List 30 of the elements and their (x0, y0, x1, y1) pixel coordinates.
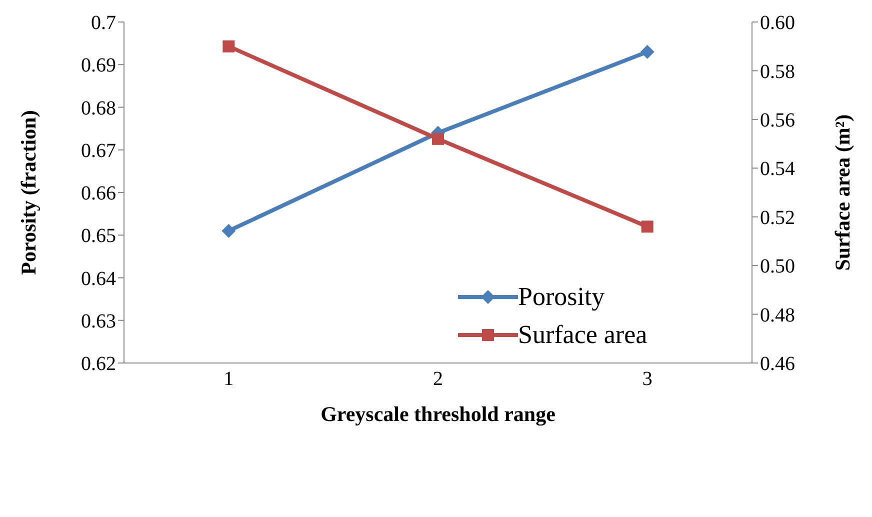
y-axis-title: Porosity (fraction) (16, 110, 40, 275)
x-tick-label: 3 (642, 368, 652, 390)
point (641, 220, 654, 233)
y2-tick-label: 0.60 (760, 12, 795, 34)
y-tick-label: 0.63 (81, 310, 116, 332)
point (640, 44, 654, 59)
point (222, 224, 236, 238)
x-tick-label: 2 (433, 368, 443, 390)
point (432, 132, 444, 145)
point (222, 40, 235, 52)
y2-tick-label: 0.52 (760, 206, 795, 229)
y-tick-label: 0.69 (81, 54, 116, 77)
y2-tick-label: 0.56 (760, 110, 795, 132)
x-tick-label: 1 (224, 368, 234, 390)
y-tick-label: 0.68 (81, 97, 116, 120)
y2-tick-label: 0.46 (760, 353, 795, 376)
x-axis-title: Greyscale threshold range (320, 402, 556, 426)
y-tick-label: 0.64 (81, 268, 116, 290)
y-tick-label: 0.67 (81, 140, 116, 162)
y2-tick-label: 0.50 (760, 256, 795, 278)
legend-label: Surface area (518, 320, 648, 350)
y2-tick-label: 0.54 (760, 158, 795, 180)
y2-axis-title: Surface area (m²) (830, 114, 854, 271)
y-tick-label: 0.7 (91, 12, 116, 34)
legend-label: Porosity (518, 282, 605, 312)
y2-tick-label: 0.58 (760, 60, 795, 83)
y-tick-label: 0.66 (81, 182, 116, 205)
y-tick-label: 0.65 (81, 225, 116, 248)
y2-tick-label: 0.48 (760, 304, 795, 326)
y-tick-label: 0.62 (81, 353, 116, 376)
